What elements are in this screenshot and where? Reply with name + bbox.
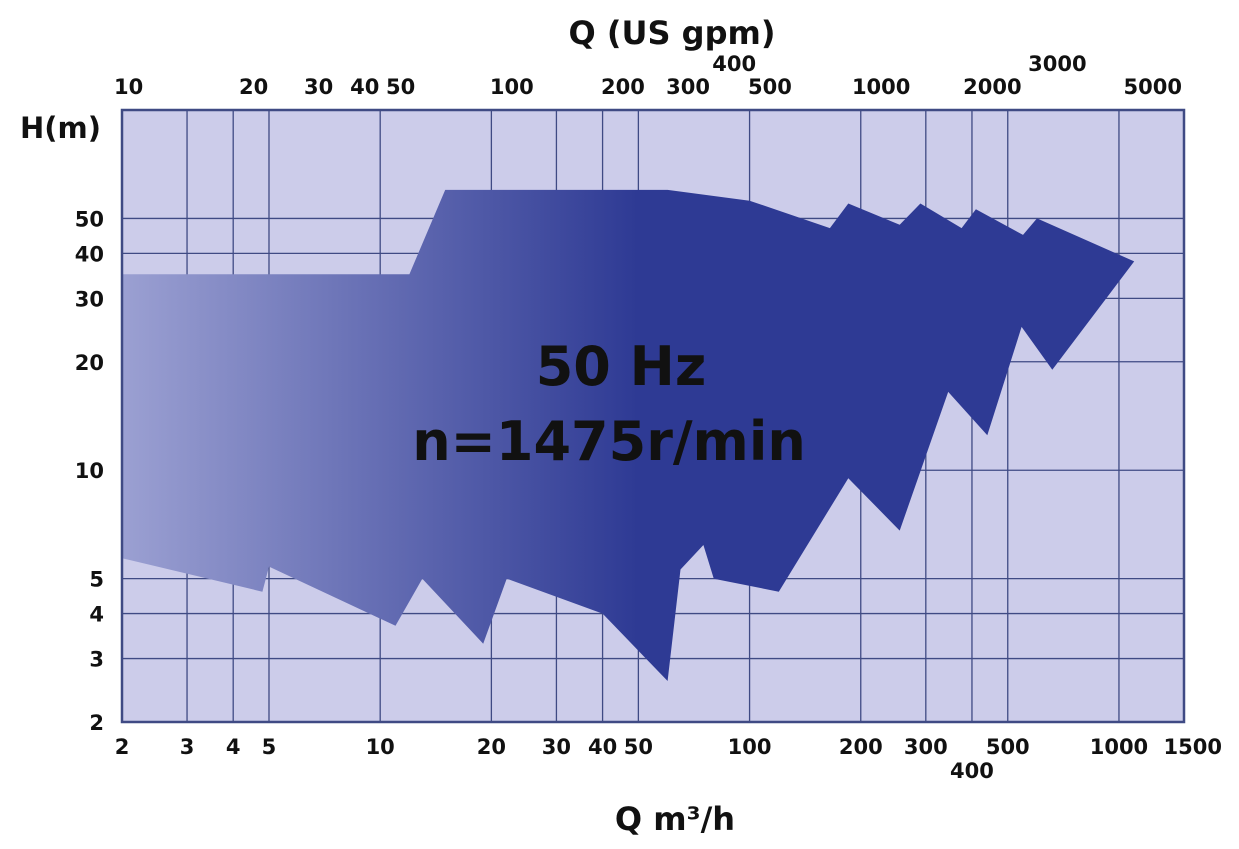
top-tick-label: 2000 xyxy=(963,75,1021,99)
x-tick-label: 300 xyxy=(904,735,948,759)
x-tick-label: 1000 xyxy=(1090,735,1148,759)
top-tick-label: 40 xyxy=(350,75,379,99)
x-tick-label: 40 xyxy=(588,735,617,759)
left-axis-title: H(m) xyxy=(20,111,101,145)
y-tick-label: 30 xyxy=(75,287,104,311)
top-axis-title: Q (US gpm) xyxy=(569,14,776,52)
x-tick-label: 2 xyxy=(115,735,130,759)
y-tick-label: 20 xyxy=(75,351,104,375)
x-tick-label: 50 xyxy=(624,735,653,759)
x-tick-label: 200 xyxy=(839,735,883,759)
plot-frame xyxy=(120,108,1186,724)
top-tick-label: 1000 xyxy=(852,75,910,99)
top-tick-label: 300 xyxy=(666,75,710,99)
x-tick-label: 30 xyxy=(542,735,571,759)
x-tick-label: 10 xyxy=(366,735,395,759)
top-tick-label: 100 xyxy=(490,75,534,99)
top-tick-label: 50 xyxy=(386,75,415,99)
x-tick-label: 400 xyxy=(950,759,994,783)
x-tick-label: 20 xyxy=(477,735,506,759)
top-tick-label: 10 xyxy=(114,75,143,99)
top-tick-label: 500 xyxy=(748,75,792,99)
top-tick-label: 5000 xyxy=(1124,75,1182,99)
x-tick-label: 500 xyxy=(986,735,1030,759)
x-tick-label: 3 xyxy=(180,735,195,759)
y-tick-label: 4 xyxy=(89,603,104,627)
y-tick-label: 5 xyxy=(89,568,104,592)
performance-region xyxy=(122,189,1135,681)
x-tick-label: 100 xyxy=(728,735,772,759)
x-tick-label: 1500 xyxy=(1164,735,1222,759)
top-tick-label: 200 xyxy=(601,75,645,99)
x-tick-label: 5 xyxy=(262,735,277,759)
top-tick-label: 400 xyxy=(712,52,756,76)
y-tick-label: 50 xyxy=(75,207,104,231)
y-tick-label: 10 xyxy=(75,459,104,483)
top-tick-label: 3000 xyxy=(1028,52,1086,76)
x-tick-label: 4 xyxy=(226,735,241,759)
annotation-speed: n=1475r/min xyxy=(412,410,806,473)
top-tick-label: 30 xyxy=(304,75,333,99)
y-tick-label: 40 xyxy=(75,242,104,266)
bottom-axis-title: Q m³/h xyxy=(615,800,735,838)
annotation-frequency: 50 Hz xyxy=(536,335,707,398)
y-tick-label: 2 xyxy=(89,711,104,735)
left-axis-ticks: 2 3 4 5 10 20 30 40 50 xyxy=(75,207,104,735)
y-tick-label: 3 xyxy=(89,648,104,672)
top-tick-label: 20 xyxy=(239,75,268,99)
